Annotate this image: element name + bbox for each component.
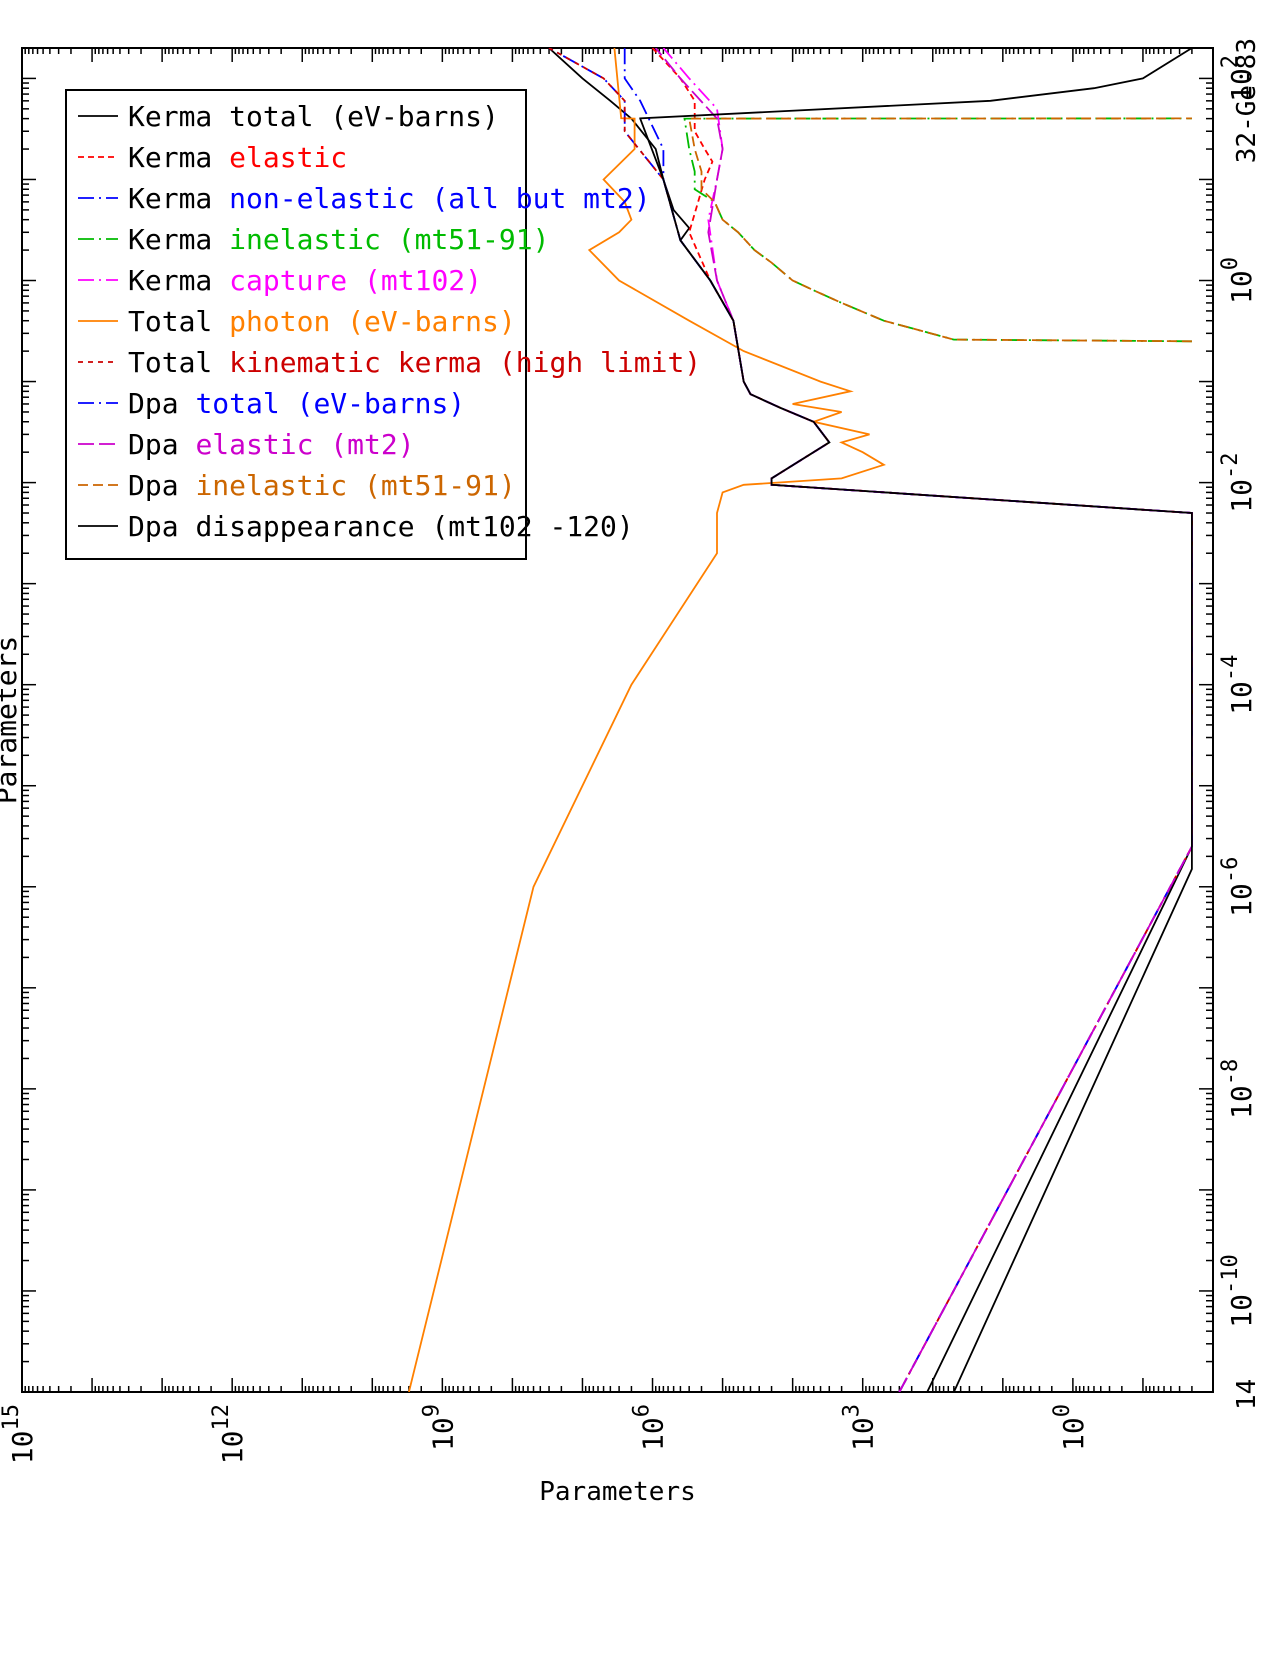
y-tick-base: 10 [847,1417,880,1451]
y-tick-label: 1012 [209,1404,249,1464]
x-tick-base: 10 [1225,1085,1258,1119]
series-line [640,48,1192,1392]
legend-prefix: Kerma [128,264,229,297]
legend-label: Kerma capture (mt102) [128,264,482,297]
legend-prefix: Total [128,305,229,338]
x-tick-base: 10 [1225,1294,1258,1328]
y-axis-label: Parameters [539,1477,696,1507]
legend-label: Dpa disappearance (mt102 -120) [128,510,634,543]
legend-label: Kerma inelastic (mt51-91) [128,223,549,256]
legend-suffix: total (eV-barns) [229,100,499,133]
x-tick-base: 10 [1225,883,1258,917]
legend-label: Kerma total (eV-barns) [128,100,499,133]
legend-prefix: Total [128,346,229,379]
legend-label: Total kinematic kerma (high limit) [128,346,701,379]
chart-title: Parameters [0,636,23,805]
y-tick-label: 103 [840,1404,880,1451]
x-tick-label: 100 [1218,257,1258,304]
legend-label: Kerma non-elastic (all but mt2) [128,182,651,215]
x-tick-exp: -8 [1218,1059,1243,1086]
legend-suffix: inelastic (mt51-91) [229,223,549,256]
legend-label: Dpa inelastic (mt51-91) [128,469,516,502]
legend-prefix: Kerma [128,223,229,256]
x-tick-exp: -6 [1218,857,1243,884]
legend-label: Kerma elastic [128,141,347,174]
y-tick-exp: 12 [209,1404,234,1431]
legend-suffix: photon (eV-barns) [229,305,516,338]
series-line [549,48,1192,1392]
series-line [656,48,1192,1392]
legend-prefix: Kerma [128,182,229,215]
x-tick-base: 10 [1225,270,1258,304]
x-tick-exp: 0 [1218,257,1243,270]
y-tick-exp: 6 [630,1404,655,1417]
isotope-code: 14 [1232,1379,1262,1410]
x-tick-exp: -2 [1218,452,1243,479]
legend-suffix: elastic (mt2) [195,428,414,461]
y-tick-label: 1015 [0,1404,39,1464]
x-tick-exp: -4 [1218,655,1243,682]
legend-prefix: Kerma [128,141,229,174]
x-tick-label: 10-4 [1218,655,1258,715]
y-tick-base: 10 [637,1417,670,1451]
y-tick-label: 100 [1050,1404,1090,1451]
x-tick-base: 10 [1225,681,1258,715]
legend-suffix: non-elastic (all but mt2) [229,182,650,215]
x-tick-label: 10-2 [1218,452,1258,512]
legend-suffix: elastic [229,141,347,174]
legend-suffix: total (eV-barns) [195,387,465,420]
y-tick-base: 10 [6,1431,39,1465]
x-tick-label: 10-10 [1218,1254,1258,1327]
series-line [625,48,1192,1392]
legend-prefix: Dpa [128,428,195,461]
x-tick-label: 10-8 [1218,1059,1258,1119]
y-tick-base: 10 [1057,1417,1090,1451]
material-label: 32-Ge-83 [1232,38,1262,163]
y-tick-label: 109 [419,1404,459,1451]
y-tick-base: 10 [426,1417,459,1451]
x-tick-exp: -10 [1218,1254,1243,1294]
legend-suffix: capture (mt102) [229,264,482,297]
y-tick-exp: 9 [419,1404,444,1417]
series-line [549,48,1192,1392]
legend-prefix: Dpa [128,510,195,543]
x-tick-base: 10 [1225,479,1258,513]
legend-suffix: disappearance (mt102 -120) [195,510,633,543]
legend-label: Total photon (eV-barns) [128,305,516,338]
legend-label: Dpa elastic (mt2) [128,428,415,461]
y-tick-label: 106 [630,1404,670,1451]
legend-prefix: Dpa [128,387,195,420]
y-tick-exp: 0 [1050,1404,1075,1417]
x-tick-label: 10-6 [1218,857,1258,917]
legend-prefix: Kerma [128,100,229,133]
series-line [653,48,1192,1392]
rotated-plot-group: 10-1010-810-610-410-21001021001031061091… [0,38,1271,1507]
legend-suffix: inelastic (mt51-91) [195,469,515,502]
legend-prefix: Dpa [128,469,195,502]
series-line [663,48,1192,1392]
y-tick-base: 10 [216,1431,249,1465]
y-tick-exp: 3 [840,1404,865,1417]
legend-suffix: kinematic kerma (high limit) [229,346,701,379]
y-tick-exp: 15 [0,1404,24,1431]
series-line [549,48,1192,1392]
series-line [689,118,1192,341]
series-line [685,118,1192,341]
legend-label: Dpa total (eV-barns) [128,387,465,420]
